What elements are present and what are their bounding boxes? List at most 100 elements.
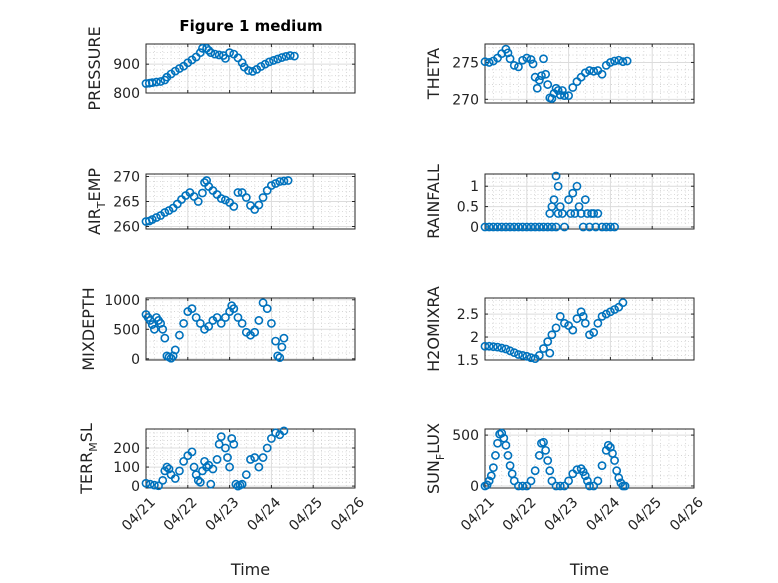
y-axis-label-subscript: T xyxy=(95,201,108,209)
axes-sun-flux: 04/21 04/22 04/23 04/24 04/25 04/26 0 500 SUNFLU… xyxy=(424,423,707,579)
data-point xyxy=(614,55,624,65)
x-tick-label: 04/24 xyxy=(583,494,623,534)
axes-h2omixra: 1.5 2 2.5 H2OMIXRA xyxy=(424,286,695,372)
data-point xyxy=(606,58,615,67)
data-point xyxy=(175,330,184,340)
y-axis-label: H2OMIXRA xyxy=(424,286,443,372)
y-axis-label: MIXDEPTH xyxy=(79,287,98,370)
data-point xyxy=(491,451,500,460)
data-point xyxy=(212,313,222,322)
data-point xyxy=(281,51,291,61)
data-point xyxy=(564,91,573,101)
data-point xyxy=(547,94,557,103)
data-point xyxy=(572,181,582,191)
data-series xyxy=(480,171,619,232)
data-point xyxy=(618,298,628,307)
x-tick-label: 04/25 xyxy=(286,495,326,535)
data-point xyxy=(206,48,216,58)
data-point xyxy=(262,443,272,453)
y-axis-label: THETA xyxy=(424,48,443,100)
y-axis-label: SUNFLUX xyxy=(424,423,447,494)
data-point xyxy=(603,440,613,450)
data-point xyxy=(269,56,278,65)
data-point xyxy=(158,324,168,334)
data-point xyxy=(273,54,283,64)
data-point xyxy=(216,432,226,442)
data-point xyxy=(221,54,230,63)
data-point xyxy=(532,83,542,93)
data-point xyxy=(560,481,569,491)
data-point xyxy=(541,445,551,455)
data-point xyxy=(241,470,251,480)
axes-border xyxy=(484,173,695,230)
data-point xyxy=(497,343,507,353)
data-point xyxy=(229,439,239,449)
y-axis-label-main: PRESSURE xyxy=(85,26,104,110)
data-point xyxy=(518,481,528,491)
data-point xyxy=(547,222,557,232)
data-point xyxy=(162,462,172,472)
y-tick-label: 1 xyxy=(470,179,479,195)
data-series xyxy=(141,176,293,226)
data-series xyxy=(480,428,630,491)
data-point xyxy=(229,304,239,314)
data-point xyxy=(568,188,578,198)
data-point xyxy=(484,58,494,67)
data-point xyxy=(578,222,588,232)
data-point xyxy=(212,455,222,464)
data-point xyxy=(564,195,573,205)
data-point xyxy=(583,209,592,218)
data-point xyxy=(505,461,515,471)
data-point xyxy=(564,476,573,486)
data-point xyxy=(543,222,553,232)
axes-border xyxy=(145,43,356,94)
data-point xyxy=(237,479,247,489)
data-point xyxy=(147,320,157,329)
data-point xyxy=(551,171,561,181)
data-point xyxy=(195,318,205,328)
data-point xyxy=(193,197,203,206)
data-point xyxy=(189,462,199,472)
data-point xyxy=(539,222,548,232)
data-point xyxy=(539,54,548,64)
data-point xyxy=(568,83,578,92)
data-series xyxy=(480,44,632,103)
x-tick-label: 04/23 xyxy=(203,495,243,535)
y-axis-label-main: MIXDEPTH xyxy=(79,287,98,370)
data-point xyxy=(593,209,603,218)
data-point xyxy=(195,48,205,58)
data-point xyxy=(593,476,603,486)
data-point xyxy=(187,447,197,457)
data-point xyxy=(591,222,601,232)
data-point xyxy=(271,428,280,438)
data-point xyxy=(225,462,234,472)
y-axis-label-main: THETA xyxy=(424,48,443,100)
data-point xyxy=(279,333,289,343)
y-tick-label: 0.5 xyxy=(457,200,479,216)
data-point xyxy=(279,176,289,186)
y-tick-label: 800 xyxy=(113,86,140,102)
data-point xyxy=(549,195,559,205)
data-point xyxy=(555,311,565,321)
x-tick-label: 04/26 xyxy=(667,494,707,534)
y-tick-label: 500 xyxy=(452,428,479,444)
axes-rainfall: 0 0.5 1 RAINFALL xyxy=(424,164,695,239)
data-point xyxy=(210,49,220,59)
data-point xyxy=(509,60,519,70)
data-point xyxy=(514,481,523,491)
data-point xyxy=(179,456,189,466)
y-tick-label: 260 xyxy=(113,220,140,236)
data-point xyxy=(277,342,287,352)
y-axis-label-main: AIR xyxy=(85,208,104,235)
plot-area xyxy=(484,173,695,230)
data-point xyxy=(175,466,184,476)
data-point xyxy=(601,222,611,232)
data-point xyxy=(539,437,548,447)
data-point xyxy=(275,353,285,363)
data-point xyxy=(271,336,280,346)
data-point xyxy=(514,222,523,232)
data-point xyxy=(145,479,155,489)
data-point xyxy=(484,476,494,486)
axes-mixdepth: 0 500 1000 MIXDEPTH xyxy=(79,287,356,371)
y-tick-label: 0 xyxy=(131,479,140,495)
